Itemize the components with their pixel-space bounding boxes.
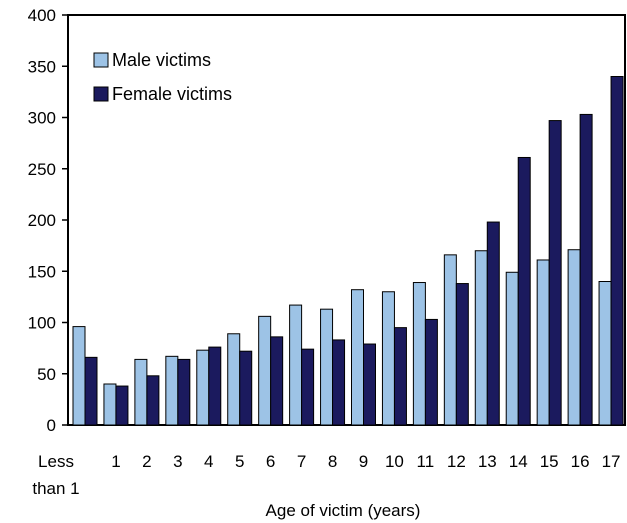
bar-male-victims [412, 282, 426, 426]
bar-female-victims [177, 358, 191, 426]
y-tick-label: 0 [47, 416, 56, 435]
bar-male-victims [103, 383, 117, 426]
x-tick-label: 10 [385, 452, 404, 471]
x-tick-label: 1 [111, 452, 120, 471]
x-tick-label: 8 [328, 452, 337, 471]
bar-male-victims [443, 254, 457, 426]
x-tick-label: 17 [602, 452, 621, 471]
bar-male-victims [505, 271, 519, 426]
y-tick-label: 250 [28, 160, 56, 179]
bar-female-victims [579, 113, 593, 426]
bar-female-victims [393, 327, 407, 426]
legend-female-victims-swatch [93, 86, 109, 102]
x-tick-label: 16 [571, 452, 590, 471]
bar-female-victims [332, 339, 346, 426]
bar-female-victims [115, 385, 129, 426]
bar-male-victims [381, 291, 395, 426]
x-tick-label: 12 [447, 452, 466, 471]
bar-female-victims [486, 221, 500, 426]
bar-male-victims [320, 308, 334, 426]
bar-male-victims [474, 250, 488, 426]
x-tick-label: Less [38, 452, 74, 471]
bar-female-victims [610, 76, 624, 426]
bar-male-victims [567, 249, 581, 426]
bar-female-victims [146, 375, 160, 426]
bar-female-victims [84, 356, 98, 426]
bar-female-victims [301, 348, 315, 426]
legend-female-victims-label: Female victims [112, 84, 232, 104]
bar-female-victims [548, 120, 562, 426]
bar-male-victims [227, 333, 241, 426]
bar-male-victims [536, 259, 550, 426]
x-axis-title: Age of victim (years) [266, 501, 421, 520]
bar-female-victims [208, 346, 222, 426]
x-tick-label: 3 [173, 452, 182, 471]
bar-male-victims [72, 326, 86, 426]
y-tick-label: 200 [28, 211, 56, 230]
y-tick-label: 50 [37, 365, 56, 384]
y-tick-label: 350 [28, 57, 56, 76]
y-tick-label: 100 [28, 314, 56, 333]
y-tick-label: 150 [28, 262, 56, 281]
x-tick-label: 4 [204, 452, 213, 471]
bar-male-victims [196, 349, 210, 426]
bar-female-victims [270, 336, 284, 426]
x-tick-label: 9 [359, 452, 368, 471]
bar-male-victims [598, 281, 612, 426]
bar-female-victims [517, 156, 531, 426]
x-tick-label: 7 [297, 452, 306, 471]
bar-male-victims [258, 315, 272, 426]
legend-male-victims-label: Male victims [112, 50, 211, 70]
bar-female-victims [455, 283, 469, 426]
bar-female-victims [239, 350, 253, 426]
x-tick-label: 15 [540, 452, 559, 471]
x-tick-label: 2 [142, 452, 151, 471]
y-tick-label: 400 [28, 6, 56, 25]
legend-male-victims-swatch [93, 52, 109, 68]
y-tick-label: 300 [28, 109, 56, 128]
x-tick-label: 6 [266, 452, 275, 471]
x-tick-label: 11 [417, 452, 435, 471]
x-tick-label: 5 [235, 452, 244, 471]
bar-female-victims [424, 318, 438, 426]
bar-male-victims [165, 355, 179, 426]
x-tick-label: 14 [509, 452, 528, 471]
bar-male-victims [289, 304, 303, 426]
bar-male-victims [134, 358, 148, 426]
x-tick-label: 13 [478, 452, 497, 471]
x-tick-label: than 1 [32, 479, 79, 498]
bar-male-victims [351, 289, 364, 426]
bar-female-victims [363, 343, 376, 426]
